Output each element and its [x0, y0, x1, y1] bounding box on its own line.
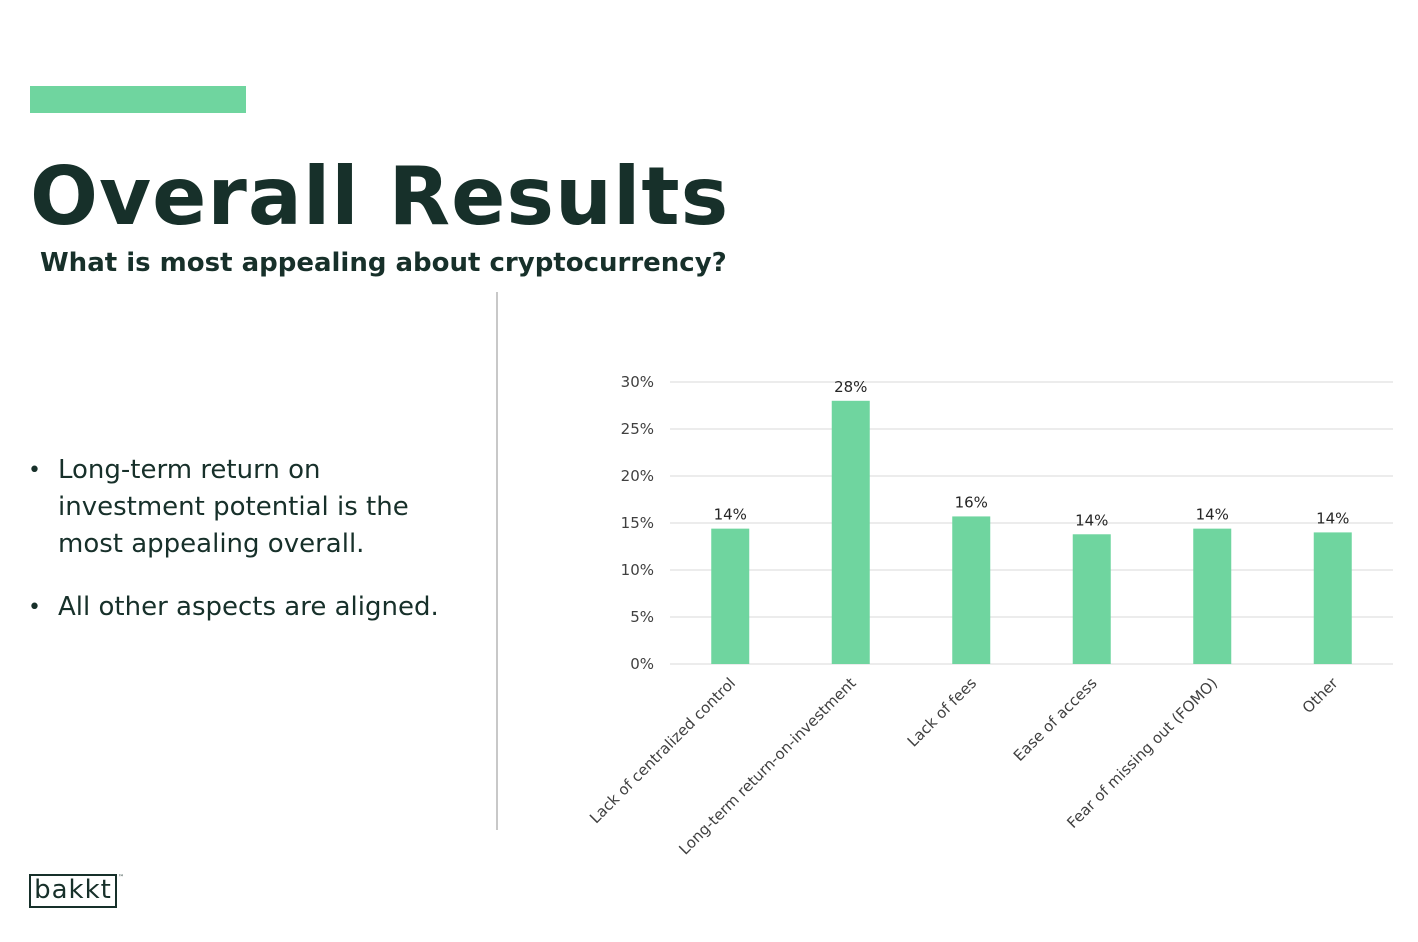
bar: [1193, 528, 1232, 664]
y-tick-label: 0%: [630, 655, 654, 673]
x-tick-label: Lack of fees: [904, 674, 981, 751]
x-tick-label: Ease of access: [1010, 674, 1101, 765]
bullet-dot-icon: •: [28, 595, 41, 620]
bar: [1072, 534, 1111, 664]
y-tick-label: 20%: [621, 467, 654, 485]
bullet-item: • Long-term return on investment potenti…: [28, 452, 468, 563]
bullet-list: • Long-term return on investment potenti…: [28, 452, 468, 652]
bar: [711, 528, 750, 664]
logo-trademark: ™: [118, 874, 124, 881]
bar: [1313, 532, 1352, 664]
y-tick-label: 5%: [630, 608, 654, 626]
page-title: Overall Results: [30, 150, 730, 243]
data-label: 14%: [714, 506, 747, 524]
y-tick-label: 10%: [621, 561, 654, 579]
bakkt-logo: bakkt: [29, 874, 117, 908]
vertical-divider: [496, 292, 498, 830]
y-tick-label: 30%: [621, 373, 654, 391]
data-label: 14%: [1316, 509, 1349, 527]
data-label: 16%: [955, 493, 988, 511]
x-tick-label: Other: [1299, 674, 1342, 717]
bullet-dot-icon: •: [28, 458, 41, 483]
bullet-text: All other aspects are aligned.: [58, 592, 439, 622]
bullet-item: • All other aspects are aligned.: [28, 589, 468, 626]
page-subtitle: What is most appealing about cryptocurre…: [40, 248, 727, 278]
data-label: 28%: [834, 378, 867, 396]
accent-bar: [30, 86, 246, 113]
y-tick-label: 25%: [621, 420, 654, 438]
data-label: 14%: [1196, 506, 1229, 524]
bar: [952, 516, 991, 664]
data-label: 14%: [1075, 511, 1108, 529]
y-tick-label: 15%: [621, 514, 654, 532]
bar-chart: 0%5%10%15%20%25%30%14%Lack of centralize…: [586, 373, 1393, 858]
bar: [831, 400, 870, 664]
bullet-text: Long-term return on investment potential…: [58, 455, 409, 559]
